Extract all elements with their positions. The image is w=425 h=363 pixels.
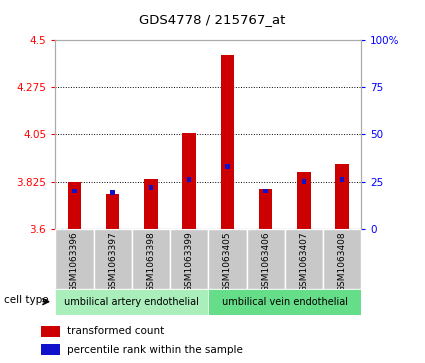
Bar: [40, 344, 60, 355]
Text: GSM1063398: GSM1063398: [146, 232, 156, 293]
Bar: [110, 191, 115, 195]
Text: umbilical artery endothelial: umbilical artery endothelial: [64, 297, 199, 307]
Text: umbilical vein endothelial: umbilical vein endothelial: [222, 297, 348, 307]
Bar: [264, 189, 268, 193]
Bar: [68, 182, 81, 229]
Bar: [187, 177, 191, 182]
Bar: [170, 229, 208, 289]
Bar: [285, 229, 323, 289]
Text: GSM1063407: GSM1063407: [299, 232, 309, 292]
Text: cell type: cell type: [4, 295, 49, 305]
Text: percentile rank within the sample: percentile rank within the sample: [67, 345, 243, 355]
Bar: [94, 229, 132, 289]
Bar: [40, 326, 60, 337]
Text: GSM1063396: GSM1063396: [70, 232, 79, 293]
Text: transformed count: transformed count: [67, 326, 164, 337]
Bar: [144, 179, 158, 229]
Text: GSM1063397: GSM1063397: [108, 232, 117, 293]
Bar: [208, 289, 361, 315]
Bar: [302, 179, 306, 184]
Bar: [335, 164, 349, 229]
Bar: [208, 229, 246, 289]
Text: GSM1063408: GSM1063408: [337, 232, 347, 292]
Bar: [132, 229, 170, 289]
Text: GDS4778 / 215767_at: GDS4778 / 215767_at: [139, 13, 286, 26]
Bar: [55, 289, 208, 315]
Bar: [323, 229, 361, 289]
Bar: [72, 189, 76, 193]
Text: GSM1063406: GSM1063406: [261, 232, 270, 292]
Bar: [55, 229, 94, 289]
Bar: [297, 172, 311, 229]
Bar: [106, 194, 119, 229]
Bar: [182, 133, 196, 229]
Bar: [149, 185, 153, 189]
Text: GSM1063405: GSM1063405: [223, 232, 232, 292]
Bar: [225, 164, 230, 169]
Bar: [259, 189, 272, 229]
Bar: [246, 229, 285, 289]
Bar: [340, 177, 344, 182]
Text: GSM1063399: GSM1063399: [184, 232, 194, 293]
Bar: [221, 54, 234, 229]
